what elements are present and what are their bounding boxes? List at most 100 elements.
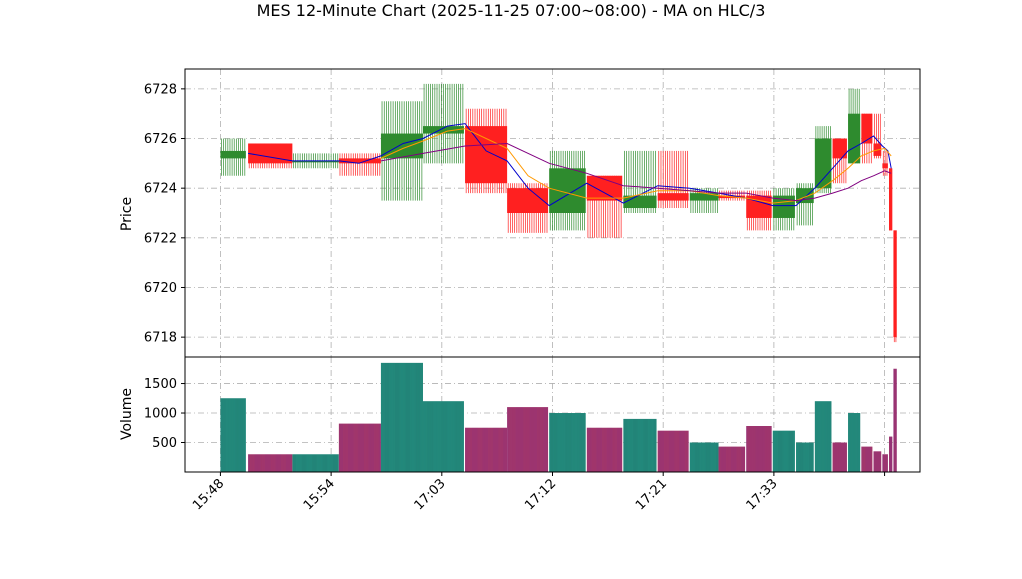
volume-bar-fill bbox=[549, 413, 586, 472]
volume-bar-fill bbox=[657, 430, 689, 472]
candle-body bbox=[657, 193, 689, 201]
candle bbox=[248, 143, 293, 169]
volume-bar bbox=[586, 427, 623, 472]
volume-bar bbox=[796, 442, 814, 472]
candle-body bbox=[507, 188, 549, 213]
volume-bar-fill bbox=[861, 446, 873, 472]
x-tick-label: 17:03 bbox=[412, 476, 449, 513]
candle-body bbox=[796, 188, 814, 204]
volume-axis-label: Volume bbox=[119, 388, 135, 440]
candle-body bbox=[832, 138, 847, 159]
x-tick-label: 17:33 bbox=[744, 476, 781, 513]
candle-body bbox=[292, 160, 339, 163]
ma_mid-line bbox=[380, 128, 892, 204]
price-tick-label: 6726 bbox=[144, 132, 177, 147]
x-tick-label: 17:21 bbox=[633, 476, 670, 513]
volume-bar bbox=[380, 362, 423, 472]
volume-bar-fill bbox=[623, 418, 657, 472]
volume-bar-fill bbox=[220, 398, 246, 472]
price-panel: 6718 6720 6722 6724 6726 6728 bbox=[144, 68, 921, 358]
ma_fast-line bbox=[248, 123, 892, 207]
volume-bar-fill bbox=[586, 427, 623, 472]
volume-bar-fill bbox=[796, 442, 814, 472]
price-tick-label: 6722 bbox=[144, 231, 177, 246]
volume-bar bbox=[746, 426, 772, 472]
volume-bar bbox=[689, 442, 719, 472]
volume-tick-label: 1000 bbox=[144, 407, 177, 422]
volume-bar bbox=[292, 454, 339, 472]
candle-body bbox=[220, 150, 246, 159]
candle bbox=[814, 126, 832, 194]
volume-bar-fill bbox=[248, 454, 293, 472]
volume-bar bbox=[507, 407, 549, 472]
candle-body bbox=[586, 175, 623, 201]
candle-body bbox=[861, 113, 873, 144]
candle bbox=[889, 168, 893, 231]
volume-bar bbox=[657, 430, 689, 472]
volume-bar bbox=[882, 454, 888, 472]
volume-bar bbox=[422, 401, 464, 472]
candle bbox=[657, 150, 689, 209]
candle bbox=[832, 138, 847, 184]
volume-bar-fill bbox=[814, 401, 832, 472]
volume-panel: 500 1000 1500 bbox=[144, 356, 921, 473]
volume-bar bbox=[549, 413, 586, 472]
candle bbox=[380, 101, 423, 201]
volume-bar-fill bbox=[689, 442, 719, 472]
candle-body bbox=[889, 168, 893, 231]
candle-body bbox=[882, 163, 888, 169]
volume-bar-fill bbox=[882, 454, 888, 472]
candle bbox=[746, 190, 772, 231]
volume-bar bbox=[814, 401, 832, 472]
candle bbox=[338, 153, 381, 176]
x-tick-label: 15:54 bbox=[301, 476, 338, 513]
volume-tick-label: 1500 bbox=[144, 377, 177, 392]
volume-bar bbox=[220, 398, 246, 472]
candle bbox=[422, 83, 464, 164]
candle bbox=[220, 138, 246, 176]
volume-bar-fill bbox=[893, 368, 897, 472]
candle-body bbox=[689, 193, 719, 201]
candle-body bbox=[814, 138, 832, 189]
candle bbox=[507, 183, 549, 233]
candle-body bbox=[338, 158, 381, 164]
volume-bar-fill bbox=[832, 442, 847, 472]
candle bbox=[893, 230, 897, 343]
x-axis: 15:48 15:54 17:03 17:12 17:21 17:33 bbox=[190, 472, 886, 513]
candle-body bbox=[465, 126, 508, 184]
candle-body bbox=[422, 126, 464, 134]
volume-bar bbox=[873, 451, 882, 472]
candle-body bbox=[848, 113, 861, 164]
chart-title: MES 12-Minute Chart (2025-11-25 07:00~08… bbox=[257, 1, 766, 20]
candle bbox=[586, 175, 623, 238]
volume-bar bbox=[623, 418, 657, 472]
candle bbox=[549, 150, 586, 231]
volume-bar-fill bbox=[848, 413, 861, 472]
volume-bar bbox=[248, 454, 293, 472]
candle-body bbox=[893, 230, 897, 338]
price-tick-label: 6728 bbox=[144, 82, 177, 97]
candle bbox=[861, 113, 873, 164]
x-tick-label: 17:12 bbox=[522, 476, 559, 513]
volume-bar-fill bbox=[772, 430, 795, 472]
price-tick-label: 6720 bbox=[144, 281, 177, 296]
price-tick-label: 6718 bbox=[144, 331, 177, 346]
volume-bar bbox=[338, 423, 381, 472]
volume-bar-fill bbox=[889, 436, 893, 472]
x-tick-label: 15:48 bbox=[190, 476, 227, 513]
volume-bar bbox=[848, 413, 861, 472]
candle bbox=[796, 183, 814, 226]
volume-bar bbox=[718, 446, 746, 472]
volume-bar bbox=[465, 427, 508, 472]
candle bbox=[465, 108, 508, 194]
volume-bar bbox=[893, 368, 897, 472]
volume-bar-fill bbox=[873, 451, 882, 472]
volume-bar bbox=[861, 446, 873, 472]
candle bbox=[848, 88, 861, 164]
candle bbox=[772, 188, 795, 231]
volume-bar bbox=[832, 442, 847, 472]
candle bbox=[623, 150, 657, 213]
candle-body bbox=[248, 143, 293, 164]
